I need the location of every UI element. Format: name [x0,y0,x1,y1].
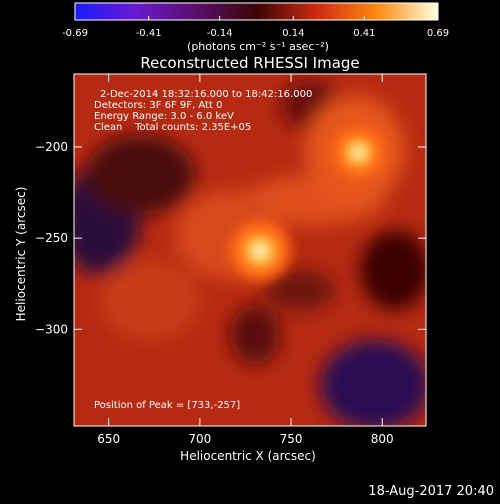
x-tick-label: 650 [97,432,120,446]
colorbar-tick-label: 0.69 [427,28,449,39]
plot-frame [73,73,427,427]
y-axis: −200 −250 −300 [35,140,426,336]
colorbar-tick-label: -0.41 [136,28,162,39]
colorbar-ticks: -0.69 -0.41 -0.14 0.14 0.41 0.69 [62,16,449,39]
y-tick-label: −250 [35,231,68,245]
y-axis-label: Heliocentric Y (arcsec) [14,187,28,322]
colorbar-tick-label: 0.14 [282,28,304,39]
colorbar-tick-label: -0.69 [62,28,88,39]
colorbar-strip [74,2,439,21]
peak-sources [230,126,385,281]
footer-timestamp: 18-Aug-2017 20:40 [368,484,494,499]
annotations: 2-Dec-2014 18:32:16.000 to 18:42:16.000 … [94,89,312,411]
peak-position-text: Position of Peak = [733,-257] [94,400,240,411]
y-tick-label: −300 [35,322,68,336]
chart-title: Reconstructed RHESSI Image [140,54,359,72]
colorbar-tick-label: 0.41 [353,28,375,39]
time-range-text: 2-Dec-2014 18:32:16.000 to 18:42:16.000 [100,89,312,100]
peak-center [252,242,269,259]
intensity-region [320,340,426,426]
energy-range-text: Energy Range: 3.0 - 6.0 keV [94,111,234,122]
heatmap-area [74,74,426,426]
intensity-region [265,270,335,310]
colorbar-tick-label: -0.14 [207,28,233,39]
x-tick-label: 800 [371,432,394,446]
colorbar-units: (photons cm⁻² s⁻¹ asec⁻²) [187,40,329,53]
counts-text: Clean Total counts: 2.35E+05 [94,122,251,133]
x-axis-label: Heliocentric X (arcsec) [180,449,316,463]
intensity-region [100,260,200,340]
colorbar: -0.69 -0.41 -0.14 0.14 0.41 0.69 (photons cm⁻… [62,2,449,53]
x-tick-label: 700 [188,432,211,446]
intensity-region [230,305,280,365]
x-tick-label: 750 [280,432,303,446]
detectors-text: Detectors: 3F 6F 9F, Att 0 [94,100,222,111]
peak-center [351,145,366,160]
intensity-region [85,135,195,215]
x-axis: 650 700 750 800 [97,74,394,446]
y-tick-label: −200 [35,140,68,154]
intensity-region [360,230,426,310]
